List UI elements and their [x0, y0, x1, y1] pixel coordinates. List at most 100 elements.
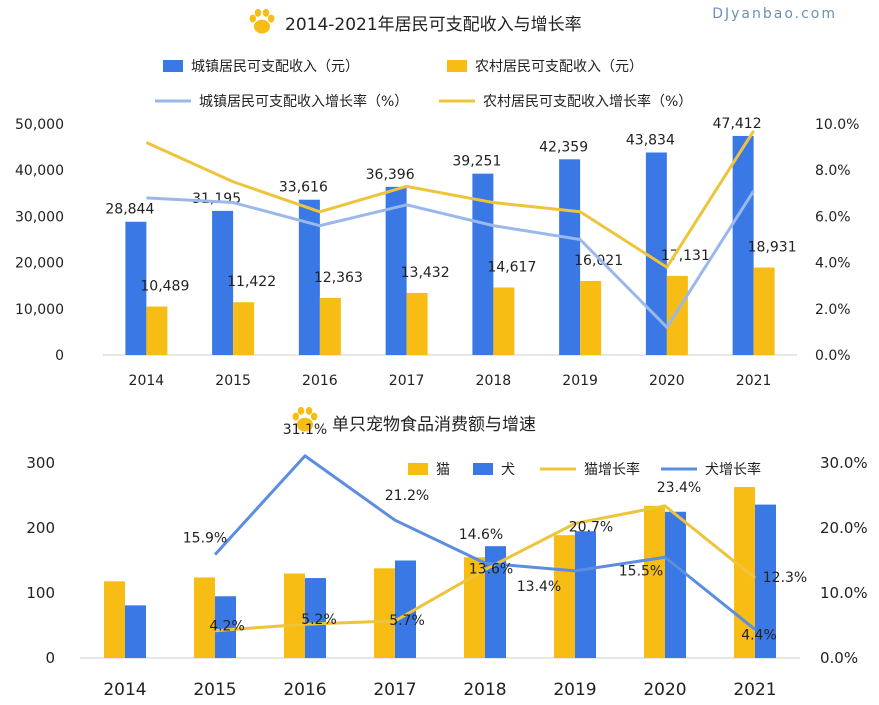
legend-rural-growth-label: 农村居民可支配收入增长率（%） [483, 93, 692, 110]
rural-income-label: 14,617 [487, 259, 536, 275]
urban-income-bar [645, 152, 667, 355]
legend-cat-growth-label: 猫增长率 [584, 461, 640, 478]
rural-income-bar [233, 302, 255, 355]
y-left-tick: 200 [26, 519, 55, 537]
rural-income-bar [493, 287, 515, 355]
y-right-tick: 8.0% [815, 163, 851, 179]
x-tick-label: 2018 [463, 680, 506, 700]
paw-icon [292, 406, 318, 432]
y-right-tick: 0.0% [820, 649, 858, 667]
x-tick-label: 2018 [476, 373, 512, 389]
cat-growth-label: 20.7% [569, 519, 613, 535]
dog-bar [485, 546, 506, 658]
dog-bar [575, 531, 596, 658]
urban-income-bar [125, 221, 147, 355]
cat-bar [644, 505, 665, 658]
cat-bar [194, 577, 215, 658]
y-left-tick: 0 [45, 649, 55, 667]
y-left-tick: 40,000 [15, 163, 64, 179]
cat-growth-label: 5.7% [389, 613, 425, 629]
urban-income-bar [472, 173, 494, 355]
y-left-tick: 20,000 [15, 256, 64, 272]
urban-income-label: 47,412 [713, 116, 762, 132]
y-right-tick: 10.0% [820, 584, 868, 602]
cat-growth-label: 12.3% [763, 570, 807, 586]
cat-growth-label: 5.2% [301, 612, 337, 628]
legend-dog-label: 犬 [501, 462, 515, 478]
urban-income-label: 31,195 [192, 191, 241, 207]
rural-income-label: 17,131 [661, 248, 710, 264]
cat-growth-label: 4.2% [209, 619, 245, 635]
legend-urban-income-swatch [163, 60, 183, 72]
y-right-tick: 0.0% [815, 348, 851, 364]
rural-income-label: 13,432 [401, 265, 450, 281]
y-left-tick: 100 [26, 584, 55, 602]
cat-growth-label: 13.6% [469, 562, 513, 578]
urban-income-bar [385, 186, 407, 355]
y-right-tick: 2.0% [815, 302, 851, 318]
cat-bar [104, 581, 125, 658]
legend: 城镇居民可支配收入（元） 农村居民可支配收入（元） 城镇居民可支配收入增长率（%） 农… [155, 59, 692, 110]
x-tick-label: 2014 [129, 373, 165, 389]
paw-toe [267, 14, 275, 23]
dog-bar [305, 578, 326, 658]
x-tick-label: 2014 [103, 680, 146, 700]
x-tick-label: 2021 [733, 680, 776, 700]
rural-income-label: 16,021 [574, 253, 623, 269]
rural-income-bar [666, 275, 688, 355]
legend-rural-income-label: 农村居民可支配收入（元） [475, 59, 643, 75]
x-tick-label: 2020 [649, 373, 685, 389]
dog-growth-label: 4.4% [741, 627, 777, 643]
legend-dog-swatch [473, 463, 493, 475]
rural-income-bar [753, 267, 775, 355]
dog-growth-line [213, 454, 756, 631]
watermark: DJyanbao.com [712, 6, 837, 22]
legend-rural-income-swatch [447, 60, 467, 72]
cat-bar [464, 557, 485, 658]
legend-urban-growth-label: 城镇居民可支配收入增长率（%） [199, 93, 408, 110]
dog-bar [395, 560, 416, 658]
urban-income-label: 33,616 [279, 180, 328, 196]
rural-income-label: 18,931 [748, 240, 797, 256]
rural-income-label: 10,489 [140, 279, 189, 295]
y-left-tick: 300 [26, 454, 55, 472]
x-tick-label: 2016 [283, 680, 326, 700]
y-right-tick: 20.0% [820, 519, 868, 537]
urban-income-label: 36,396 [366, 167, 415, 183]
y-right-tick: 10.0% [815, 117, 859, 133]
y-left-tick: 0 [55, 348, 64, 364]
paw-pad [296, 417, 314, 432]
x-tick-label: 2021 [736, 373, 772, 389]
y-left-tick: 30,000 [15, 209, 64, 225]
legend-cat-swatch [408, 463, 428, 475]
y-left-tick: 10,000 [15, 302, 64, 318]
dog-growth-label: 21.2% [385, 488, 429, 504]
y-left-tick: 50,000 [15, 117, 64, 133]
dog-growth-label: 14.6% [459, 527, 503, 543]
dog-bar [755, 504, 776, 658]
urban-growth-line [146, 190, 755, 329]
dog-growth-label: 13.4% [517, 579, 561, 595]
urban-income-bar [732, 135, 754, 355]
paw-toe [297, 406, 305, 415]
legend-cat-label: 猫 [436, 462, 450, 478]
x-tick-label: 2019 [553, 680, 596, 700]
chart-title: 单只宠物食品消费额与增速 [332, 415, 536, 435]
dog-bar [665, 511, 686, 658]
paw-icon [249, 8, 275, 34]
urban-income-label: 28,844 [105, 202, 154, 218]
cat-bar [284, 573, 305, 658]
rural-income-label: 12,363 [314, 270, 363, 286]
legend-urban-income-label: 城镇居民可支配收入（元） [191, 59, 359, 75]
y-right-tick: 30.0% [820, 454, 868, 472]
paw-toe [262, 8, 270, 17]
paw-toe [249, 14, 257, 23]
x-tick-label: 2020 [643, 680, 686, 700]
dog-growth-label: 15.5% [619, 563, 663, 579]
rural-income-bar [319, 297, 341, 355]
dog-growth-label: 15.9% [183, 531, 227, 547]
chart-title: 2014-2021年居民可支配收入与增长率 [285, 15, 582, 35]
